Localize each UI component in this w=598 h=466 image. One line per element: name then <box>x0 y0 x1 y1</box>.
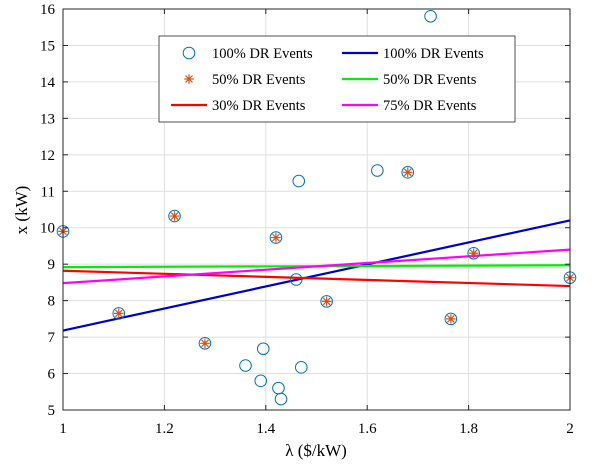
asterisk-data-point-strokes <box>402 167 413 178</box>
asterisk-data-point <box>321 296 332 307</box>
circle-data-point <box>401 166 415 179</box>
x-tick-label: 1 <box>59 421 67 437</box>
y-tick-label: 9 <box>48 257 56 273</box>
circle-data-point <box>424 9 437 23</box>
x-tick-label: 1.4 <box>256 421 275 437</box>
circle-data-point <box>444 312 458 326</box>
circle-data-point <box>467 246 480 260</box>
y-tick-label: 7 <box>48 330 56 346</box>
x-tick-label: 1.6 <box>358 421 377 437</box>
circle-data-point <box>254 374 268 388</box>
legend-entry-label: 50% DR Events <box>383 72 477 88</box>
legend-asterisk-swatch <box>184 74 194 84</box>
legend-entry-label: 30% DR Events <box>212 98 306 114</box>
legend-entry-label: 100% DR Events <box>383 46 484 62</box>
x-tick-label: 1.8 <box>459 421 478 437</box>
plot-frame <box>62 8 571 411</box>
legend: 100% DR Events 100% DR Events 50% DR Event… <box>158 35 516 123</box>
y-tick-label: 13 <box>40 111 55 127</box>
circle-data-point <box>269 231 283 244</box>
y-tick-label: 6 <box>48 367 56 383</box>
asterisk-data-point <box>446 314 456 324</box>
asterisk-data-point <box>200 338 210 349</box>
y-tick-label: 11 <box>41 184 55 200</box>
asterisk-data-point-strokes <box>271 232 281 243</box>
y-axis-label: x (kW) <box>12 186 31 235</box>
asterisk-data-point-strokes <box>200 338 210 349</box>
legend-entry-label: 50% DR Events <box>212 72 306 88</box>
fit-lines <box>62 219 571 332</box>
asterisk-data-point-strokes <box>446 314 456 324</box>
fit-line-series-5 <box>62 248 571 285</box>
asterisk-data-point-strokes <box>113 308 124 319</box>
y-tick-label: 14 <box>40 75 56 91</box>
legend-box <box>158 35 516 123</box>
asterisk-data-point <box>402 167 413 178</box>
circle-data-point <box>274 392 288 406</box>
data-markers <box>56 9 577 406</box>
asterisk-data-point <box>271 232 281 243</box>
asterisk-data-point <box>468 248 479 259</box>
circle-data-point <box>294 361 308 374</box>
x-tick-label: 2 <box>566 421 574 437</box>
asterisk-data-point-strokes <box>468 248 479 259</box>
asterisk-data-point <box>113 308 124 319</box>
axis-ticks: 1 1.2 1.4 1.6 1.8 2 5 6 7 8 9 10 11 12 13 14 15 16 <box>40 2 574 437</box>
circle-data-point <box>112 307 126 320</box>
circle-data-point <box>320 295 333 308</box>
y-tick-label: 5 <box>48 403 56 419</box>
legend-circle-swatch <box>182 46 196 60</box>
legend-asterisk-swatch-strokes <box>184 74 194 84</box>
y-tick-label: 12 <box>40 148 55 164</box>
y-tick-label: 8 <box>48 294 56 310</box>
circle-data-point <box>256 342 270 356</box>
legend-entry-label: 75% DR Events <box>383 98 477 114</box>
y-tick-label: 10 <box>40 221 55 237</box>
asterisk-data-point-strokes <box>321 296 332 307</box>
circle-data-point <box>371 164 384 177</box>
circle-data-point <box>168 209 181 223</box>
asterisk-data-point-strokes <box>169 211 180 221</box>
y-tick-label: 15 <box>40 38 55 54</box>
circle-data-point <box>289 273 303 286</box>
circle-data-point <box>198 336 212 350</box>
fit-line-series-4 <box>62 269 571 288</box>
circle-data-point <box>239 359 252 372</box>
legend-entry-label: 100% DR Events <box>212 46 313 62</box>
x-axis-label: λ ($/kW) <box>285 441 347 460</box>
circle-data-point <box>292 174 306 188</box>
y-tick-label: 16 <box>40 2 56 18</box>
fit-line-series-2 <box>62 219 571 332</box>
asterisk-data-point <box>169 211 180 221</box>
x-tick-label: 1.2 <box>155 421 174 437</box>
